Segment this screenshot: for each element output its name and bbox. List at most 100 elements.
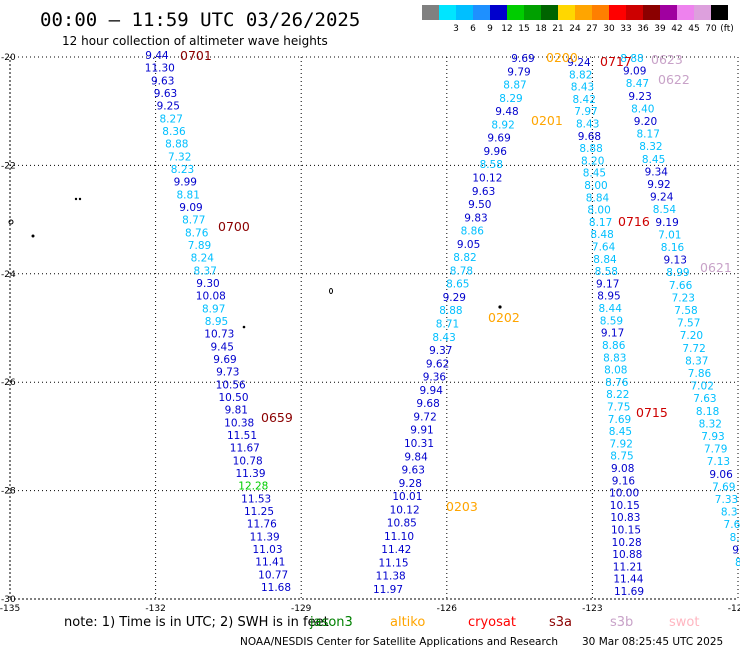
wave-height-value: 11.38: [376, 571, 406, 583]
wave-height-value: 9.16: [612, 475, 636, 487]
wave-height-value: 8.92: [491, 119, 514, 131]
scale-label: 21: [552, 24, 563, 34]
axis-tick-labels: -135 -132 -129 -126 -123 -120 -20 -22 -24 -26 -28 -…: [0, 53, 740, 614]
scale-swatch: [507, 5, 524, 20]
wave-height-value: 7.86: [688, 368, 712, 380]
wave-height-value: 8.97: [202, 303, 225, 315]
wave-height-value: 7.93: [701, 431, 724, 443]
credit-line: NOAA/NESDIS Center for Satellite Applica…: [240, 636, 558, 648]
footnote: note: 1) Time is in UTC; 2) SWH is in fe…: [64, 615, 329, 630]
lon-tick-label: -132: [145, 604, 165, 614]
wave-height-value: 9.69: [213, 354, 236, 366]
wave-height-value: 8.24: [191, 253, 215, 265]
wave-height-value: 8.18: [696, 406, 719, 418]
wave-height-value: 8.45: [642, 154, 665, 166]
wave-height-value: 9.94: [420, 385, 444, 397]
wave-height-value: 9.69: [511, 53, 534, 65]
map-title: 00:00 – 11:59 UTC 03/26/2025: [40, 9, 360, 31]
lat-tick-label: -26: [1, 378, 16, 388]
wave-height-value: 8.42: [573, 94, 596, 106]
wave-height-value: 8.00: [584, 180, 607, 192]
scale-swatch: [660, 5, 677, 20]
wave-height-value: 10.50: [218, 392, 248, 404]
wave-height-value: 11.39: [250, 531, 280, 543]
wave-height-value: 9.72: [413, 411, 436, 423]
wave-height-value: 7.72: [682, 343, 705, 355]
island-markers: [8, 197, 502, 329]
scale-swatch: [456, 5, 473, 20]
wave-height-value: 7.69: [712, 481, 735, 493]
pass-time-label: 0202: [488, 310, 520, 325]
wave-height-value: 10.38: [224, 417, 254, 429]
scale-label: 18: [535, 24, 547, 34]
wave-height-value: 8.83: [603, 352, 626, 364]
wave-height-value: 8.00: [587, 205, 610, 217]
wave-height-value: 11.10: [384, 531, 414, 543]
wave-height-value: 9.36: [423, 372, 447, 384]
scale-label: 15: [518, 24, 529, 34]
pass-time-label: 0701: [180, 48, 212, 63]
wave-height-value: 8.37: [194, 265, 217, 277]
wave-height-value: 10.77: [258, 569, 288, 581]
scale-swatch: [609, 5, 626, 20]
scale-swatch: [541, 5, 558, 20]
map-subtitle: 12 hour collection of altimeter wave hei…: [62, 34, 328, 48]
wave-height-value: 8.32: [639, 141, 662, 153]
wave-height-value: 10.83: [610, 512, 640, 524]
wave-height-value: 9.69: [487, 133, 510, 145]
wave-height-value: 8.84: [586, 192, 610, 204]
scale-swatch: [643, 5, 660, 20]
wave-height-value: 11.15: [378, 558, 408, 570]
wave-height-value: 8.48: [590, 229, 613, 241]
wave-height-value: 9.17: [601, 328, 624, 340]
wave-height-value: 9.13: [664, 255, 687, 267]
wave-height-value: 8.75: [610, 451, 633, 463]
wave-height-value: 9.08: [611, 463, 634, 475]
wave-height-value: 8.20: [581, 155, 604, 167]
scale-label: 39: [654, 24, 666, 34]
pass-time-label: 0700: [218, 219, 250, 234]
wave-height-value: 9.17: [596, 278, 619, 290]
wave-height-value: 8.45: [583, 168, 606, 180]
wave-height-value: 8.77: [182, 215, 205, 227]
wave-height-value: 10.08: [196, 291, 226, 303]
wave-height-value: 9.81: [225, 405, 248, 417]
wave-height-value: 11.68: [261, 582, 291, 594]
wave-height-value: 8.82: [569, 69, 592, 81]
wave-height-value: 9.24: [650, 192, 674, 204]
scale-swatch: [694, 5, 711, 20]
pass-time-label: 0623: [651, 52, 683, 67]
wave-height-value: 9.25: [157, 101, 180, 113]
wave-height-value: 8.84: [593, 254, 617, 266]
wave-height-value: 7.64: [592, 242, 616, 254]
scale-label: 27: [586, 24, 597, 34]
wave-height-value: 8.45: [609, 426, 632, 438]
wave-height-value: 8.43: [576, 119, 599, 131]
wave-height-value: 10.00: [609, 488, 639, 500]
wave-height-value: 7.23: [672, 292, 695, 304]
wave-height-value: 9.92: [647, 179, 670, 191]
wave-height-value: 8.88: [579, 143, 602, 155]
wave-height-value: 7.75: [607, 402, 630, 414]
wave-height-value: 11.44: [613, 574, 643, 586]
wave-height-value: 9.50: [468, 199, 491, 211]
scale-swatch: [558, 5, 575, 20]
wave-height-value: 11.21: [613, 561, 643, 573]
wave-height-value: 10.01: [392, 491, 422, 503]
wave-height-value: 7.89: [188, 240, 211, 252]
wave-height-value: 8.: [730, 532, 740, 544]
wave-height-value: 9.68: [578, 131, 601, 143]
wave-height-value: 7.32: [168, 151, 191, 163]
wave-height-value: 9.20: [634, 116, 657, 128]
scale-swatch: [677, 5, 694, 20]
wave-height-value: 7.66: [669, 280, 693, 292]
wave-height-value: 8.88: [439, 305, 462, 317]
wave-height-value: 9.48: [495, 106, 518, 118]
wave-height-value: 11.03: [252, 544, 282, 556]
wave-height-value: 8.36: [162, 126, 186, 138]
mission-legend-item: altiko: [390, 615, 425, 630]
lon-tick-label: -120: [728, 604, 740, 614]
wave-height-value: 8.32: [699, 418, 722, 430]
mission-legend-item: s3b: [610, 615, 633, 630]
wave-height-value: 7.33: [715, 494, 738, 506]
